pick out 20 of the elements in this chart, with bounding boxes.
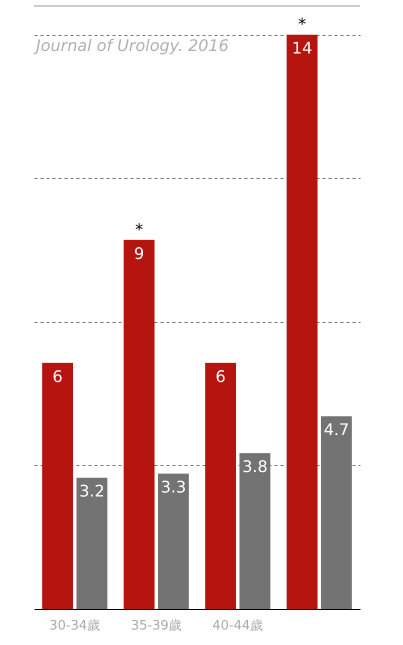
bar [158,474,189,609]
data-label: 3.2 [79,482,105,501]
annotation: * [298,14,306,34]
data-label: 9 [134,244,144,263]
bar [286,34,318,609]
bar [205,362,236,609]
annotation: * [135,220,144,239]
data-label: 14 [292,38,312,58]
data-label: 4.7 [324,420,350,440]
bar [124,240,155,609]
data-label: 6 [216,366,226,386]
x-tick-label: 40-44歲 [212,618,264,634]
x-tick-label: 35-39歲 [130,618,182,634]
data-label: 6 [52,366,63,386]
x-tick-label: 30-34歲 [49,618,100,634]
bar [42,362,74,609]
data-label: 3.3 [160,478,186,497]
bar [76,478,108,609]
annotation: Journal of Urology. 2016 [33,36,229,55]
data-label: 3.8 [242,457,268,476]
